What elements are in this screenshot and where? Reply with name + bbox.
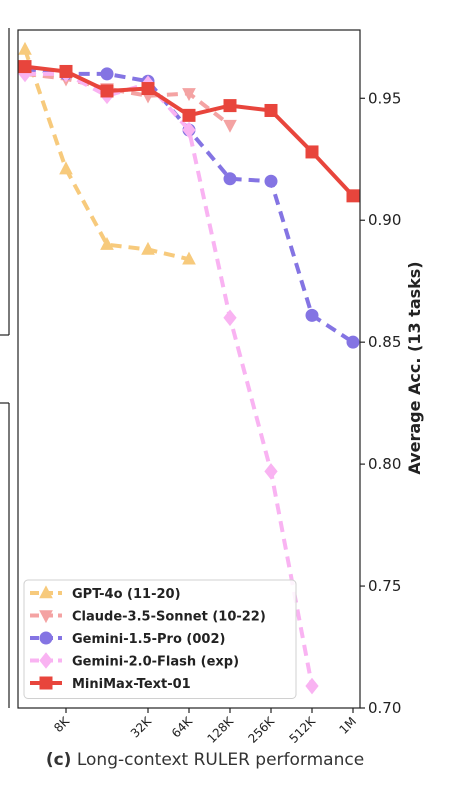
legend-item-gemini-2-0-flash-exp: Gemini-2.0-Flash (exp) bbox=[30, 652, 239, 670]
data-point-gpt-4o-11-20-16k bbox=[100, 236, 114, 250]
x-tick-label: 8K bbox=[51, 713, 73, 735]
y-tick-label: 0.95 bbox=[368, 89, 401, 107]
series-line-gpt-4o-11-20 bbox=[23, 48, 190, 262]
legend-marker-gemini-2-0-flash-exp bbox=[39, 652, 53, 669]
series-gpt-4o-11-20 bbox=[18, 41, 196, 265]
y-tick-label: 0.85 bbox=[368, 333, 401, 351]
legend: GPT-4o (11-20) Claude-3.5-Sonnet (10-22) G… bbox=[23, 579, 297, 699]
data-point-minimax-text-01-64k bbox=[182, 108, 196, 122]
data-point-gpt-4o-11-20-32k bbox=[141, 241, 155, 255]
legend-label: Claude-3.5-Sonnet (10-22) bbox=[72, 610, 266, 625]
y-tick-label: 0.90 bbox=[368, 211, 401, 229]
figure-caption: (c) Long-context RULER performance bbox=[0, 750, 410, 770]
data-point-minimax-text-01-32k bbox=[141, 82, 155, 96]
ruler-line-chart: 0.70 0.75 0.80 0.85 0.90 0.95 8K 32K 64K 128K 256K… bbox=[0, 28, 424, 745]
data-point-minimax-text-01-4k bbox=[18, 60, 32, 74]
data-point-gpt-4o-11-20-8k bbox=[59, 161, 73, 175]
legend-marker-claude-3-5-sonnet-10-22 bbox=[39, 610, 53, 624]
y-tick-label: 0.80 bbox=[368, 455, 401, 473]
data-point-gemini-1-5-pro-002-512k bbox=[305, 308, 319, 322]
data-point-gemini-2-0-flash-exp-128k bbox=[223, 309, 237, 327]
x-tick-label: 128K bbox=[204, 713, 236, 745]
data-point-gemini-2-0-flash-exp-64k bbox=[182, 121, 196, 139]
data-point-gemini-2-0-flash-exp-256k bbox=[264, 463, 278, 480]
data-point-minimax-text-01-128k bbox=[223, 99, 237, 113]
legend-item-minimax-text-01: MiniMax-Text-01 bbox=[30, 676, 191, 692]
data-point-minimax-text-01-1m bbox=[346, 189, 360, 203]
plot-area bbox=[18, 41, 360, 695]
data-point-minimax-text-01-256k bbox=[264, 103, 278, 117]
x-tick-label: 512K bbox=[286, 713, 318, 745]
caption-text: Long-context RULER performance bbox=[71, 750, 365, 770]
data-point-minimax-text-01-512k bbox=[305, 145, 319, 159]
series-minimax-text-01 bbox=[18, 60, 360, 203]
legend-label: Gemini-2.0-Flash (exp) bbox=[72, 655, 239, 670]
legend-label: Gemini-1.5-Pro (002) bbox=[72, 632, 225, 647]
data-point-gemini-2-0-flash-exp-512k bbox=[305, 677, 319, 695]
legend-marker-minimax-text-01 bbox=[39, 676, 53, 690]
data-point-gpt-4o-11-20-4k bbox=[18, 41, 32, 55]
legend-marker-gemini-1-5-pro-002 bbox=[39, 631, 53, 645]
data-point-gpt-4o-11-20-64k bbox=[182, 251, 196, 265]
legend-marker-gpt-4o-11-20 bbox=[39, 585, 53, 599]
data-point-gemini-1-5-pro-002-256k bbox=[264, 174, 278, 188]
legend-item-gemini-1-5-pro-002: Gemini-1.5-Pro (002) bbox=[30, 631, 225, 647]
data-point-claude-3-5-sonnet-10-22-64k bbox=[182, 88, 196, 102]
x-tick-label: 64K bbox=[169, 713, 196, 740]
x-tick-label: 1M bbox=[336, 714, 359, 737]
x-tick-label: 256K bbox=[245, 713, 277, 745]
x-tick-label: 32K bbox=[128, 713, 155, 740]
series-line-claude-3-5-sonnet-10-22 bbox=[24, 71, 232, 127]
legend-label: GPT-4o (11-20) bbox=[72, 587, 181, 602]
legend-item-gpt-4o-11-20: GPT-4o (11-20) bbox=[30, 585, 181, 602]
y-tick-label: 0.75 bbox=[368, 577, 401, 595]
legend-item-claude-3-5-sonnet-10-22: Claude-3.5-Sonnet (10-22) bbox=[30, 610, 266, 625]
data-point-gemini-1-5-pro-002-128k bbox=[223, 172, 237, 186]
data-point-minimax-text-01-16k bbox=[100, 84, 114, 98]
data-point-gemini-1-5-pro-002-16k bbox=[100, 67, 114, 81]
data-point-gemini-1-5-pro-002-1m bbox=[346, 335, 360, 349]
y-tick-label: 0.70 bbox=[368, 699, 401, 717]
data-point-minimax-text-01-8k bbox=[59, 64, 73, 78]
caption-tag: (c) bbox=[45, 750, 72, 770]
legend-box bbox=[23, 579, 297, 699]
y-axis-label: Average Acc. (13 tasks) bbox=[405, 261, 424, 474]
series-gemini-1-5-pro-002 bbox=[18, 62, 360, 349]
legend-label: MiniMax-Text-01 bbox=[72, 677, 191, 692]
data-point-claude-3-5-sonnet-10-22-128k bbox=[223, 119, 237, 133]
